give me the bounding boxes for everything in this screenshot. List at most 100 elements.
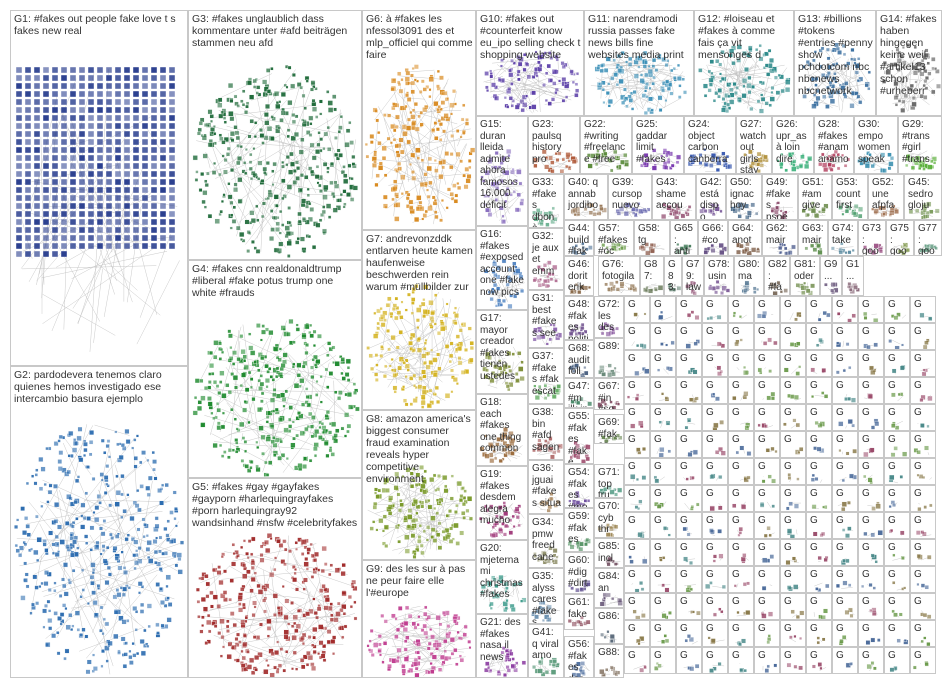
small-cluster-graph [761, 584, 773, 591]
small-group-cell: G [676, 458, 702, 485]
group-cell-g63: G63: mair [798, 220, 828, 256]
cluster-graph-g60 [568, 579, 591, 593]
small-cluster-graph [863, 530, 883, 538]
small-group-cell: G [624, 323, 650, 350]
small-cluster-graph [762, 663, 778, 673]
small-group-cell: G [754, 296, 780, 323]
small-cluster-graph [817, 555, 829, 563]
cluster-graph-g65 [675, 243, 693, 255]
cluster-graph-g31 [532, 323, 563, 346]
small-cluster-graph [633, 312, 647, 321]
group-cell-g82: G82: #fa [764, 256, 790, 296]
small-cluster-graph [735, 445, 752, 456]
small-group-cell: G [676, 485, 702, 512]
small-cluster-graph [840, 557, 850, 565]
small-cluster-graph [689, 394, 699, 403]
small-cluster-graph [811, 391, 829, 399]
small-cluster-graph [919, 394, 933, 403]
cluster-graph-g90 [824, 282, 839, 295]
cluster-graph-g24 [687, 148, 733, 172]
group-cell-g80: G80: ma [734, 256, 764, 296]
cluster-graph-g30 [857, 150, 895, 173]
small-group-cell: G [884, 512, 910, 539]
small-cluster-graph [810, 473, 823, 483]
cluster-graph-g56 [571, 661, 590, 677]
small-group-cell: G [754, 350, 780, 377]
cluster-graph-g89 [598, 363, 620, 377]
small-cluster-graph [890, 420, 904, 430]
cluster-graph-g78 [708, 280, 731, 295]
small-cluster-graph [630, 499, 643, 511]
small-cluster-graph [631, 581, 645, 592]
cluster-graph-g86 [600, 630, 617, 643]
small-group-cell: G [702, 377, 728, 404]
small-group-cell: G [676, 431, 702, 458]
cluster-graph-g15 [480, 148, 525, 225]
cluster-graph-g87 [643, 283, 663, 294]
small-group-cell: G [910, 593, 936, 620]
small-cluster-graph [786, 528, 798, 538]
small-cluster-graph [706, 314, 722, 321]
small-cluster-graph [794, 446, 804, 455]
small-group-cell: G [754, 377, 780, 404]
small-group-cell: G [650, 296, 676, 323]
cluster-graph-g22 [584, 149, 629, 173]
cluster-graph-g14 [881, 43, 941, 113]
group-cell-g74: G74: take [828, 220, 858, 256]
small-cluster-graph [686, 310, 700, 321]
small-group-cell: G [806, 350, 832, 377]
small-cluster-graph [709, 503, 723, 511]
small-group-cell: G [832, 377, 858, 404]
group-cell-g18: G18: each #fakes one thing common [476, 394, 528, 466]
small-cluster-graph [631, 341, 647, 349]
cluster-graph-g35 [531, 600, 561, 623]
group-cell-g75: G75: goo [886, 220, 914, 256]
group-cell-g56: G56: #fakes des [564, 636, 594, 678]
cluster-graph-g85 [605, 556, 621, 567]
small-cluster-graph [714, 446, 726, 456]
small-group-cell: G [858, 431, 884, 458]
small-group-cell: G [780, 512, 806, 539]
small-cluster-graph [707, 636, 725, 645]
group-cell-g86: G86: [594, 608, 624, 644]
small-cluster-graph [889, 666, 898, 673]
group-cell-g84: G84: an [594, 568, 624, 608]
small-group-cell: G [780, 566, 806, 593]
cluster-graph-g1 [15, 66, 180, 352]
group-cell-g31: G31: best #fakes see [528, 290, 564, 348]
cluster-graph-g46 [569, 282, 592, 295]
small-group-cell: G [650, 593, 676, 620]
small-group-cell: G [910, 566, 936, 593]
small-cluster-graph [629, 474, 647, 482]
small-cluster-graph [891, 581, 907, 591]
cluster-graph-g43 [660, 203, 693, 219]
small-group-cell: G [728, 350, 754, 377]
group-cell-g59: G59: #fakes [564, 508, 594, 552]
small-group-cell: G [728, 512, 754, 539]
small-group-cell: G [780, 404, 806, 431]
small-group-cell: G [754, 512, 780, 539]
cluster-graph-g47 [570, 396, 593, 407]
small-cluster-graph [736, 610, 751, 617]
small-group-cell: G [702, 539, 728, 566]
small-cluster-graph [658, 392, 670, 402]
small-group-cell: G [832, 593, 858, 620]
small-cluster-graph [684, 634, 698, 645]
small-cluster-graph [684, 417, 696, 430]
small-group-cell: G [806, 458, 832, 485]
small-group-cell: G [806, 539, 832, 566]
cluster-graph-g51 [801, 201, 829, 219]
group-cell-g34: G34: pmw freed cane [528, 514, 564, 568]
small-group-cell: G [676, 593, 702, 620]
cluster-graph-g25 [639, 148, 682, 171]
small-cluster-graph [633, 664, 647, 673]
small-cluster-graph [785, 501, 802, 511]
small-cluster-graph [891, 609, 903, 618]
small-cluster-graph [684, 584, 696, 592]
cluster-graph-g41 [532, 656, 560, 677]
small-group-cell: G [806, 431, 832, 458]
group-cell-g6: G6: à #fakes les nfessol3091 des et mlp_… [362, 10, 476, 230]
small-cluster-graph [812, 531, 826, 538]
small-group-cell: G [858, 620, 884, 647]
cluster-graph-g7 [366, 284, 475, 409]
